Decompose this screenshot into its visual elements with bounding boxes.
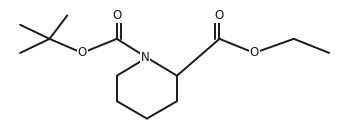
Text: O: O: [250, 46, 259, 59]
Text: O: O: [78, 46, 87, 59]
Text: O: O: [112, 9, 121, 22]
Text: O: O: [215, 9, 224, 22]
Text: N: N: [141, 51, 149, 64]
